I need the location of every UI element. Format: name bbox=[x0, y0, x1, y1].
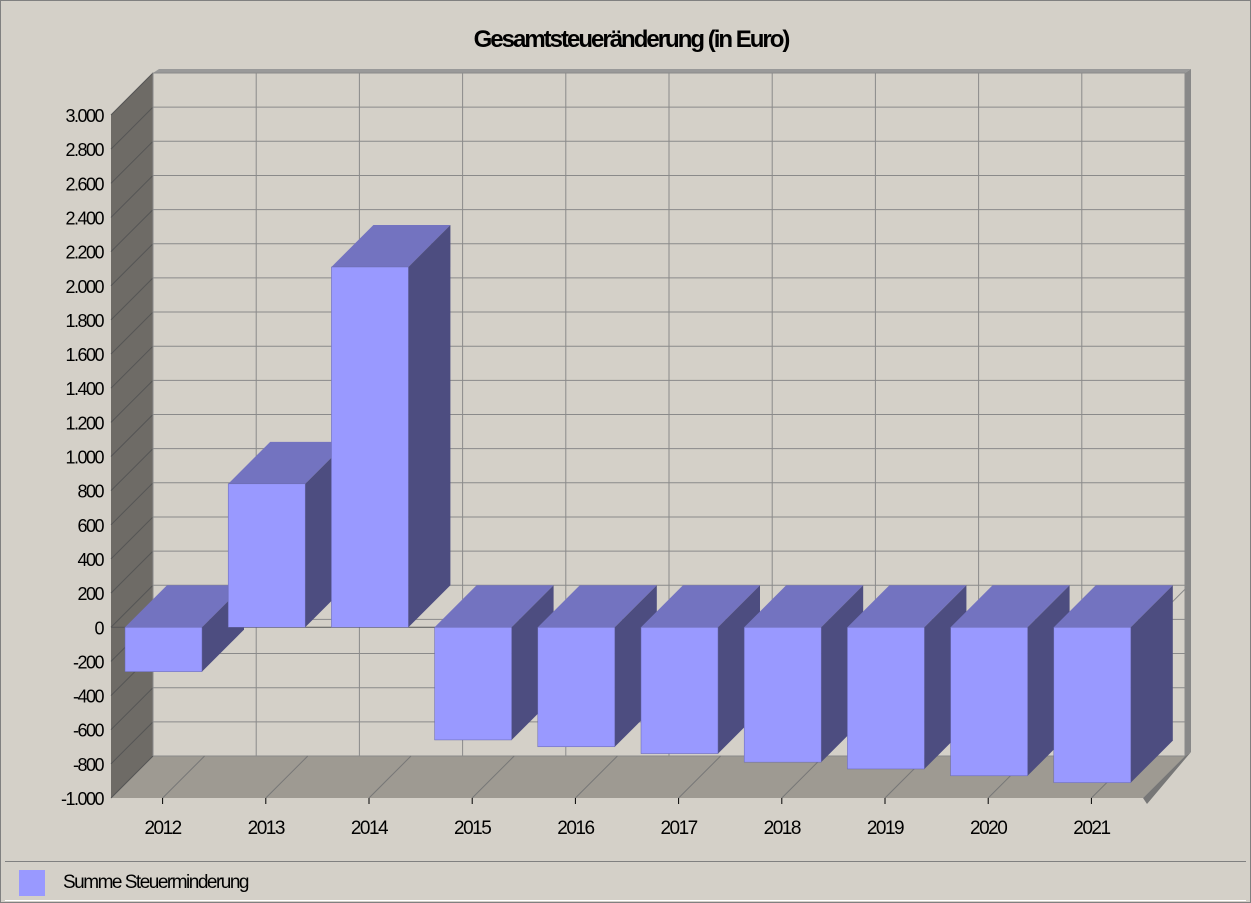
y-tick-label: 1.200 bbox=[65, 413, 104, 433]
bar-2014 bbox=[331, 225, 450, 627]
x-tick-label: 2018 bbox=[764, 818, 801, 839]
x-tick-label: 2015 bbox=[454, 818, 491, 839]
legend-swatch bbox=[19, 870, 45, 896]
y-tick-label: 2.200 bbox=[65, 243, 104, 263]
legend-label: Summe Steuerminderung bbox=[63, 872, 248, 894]
y-tick-label: -1.000 bbox=[61, 789, 105, 809]
y-tick-label: 1.400 bbox=[65, 379, 104, 399]
x-tick-label: 2012 bbox=[144, 818, 181, 839]
y-tick-label: -800 bbox=[73, 755, 105, 775]
bar-2013 bbox=[228, 442, 347, 627]
bar-front bbox=[951, 627, 1028, 776]
bar-front bbox=[1054, 627, 1131, 782]
x-tick-label: 2019 bbox=[867, 818, 904, 839]
right-wall-edge bbox=[1185, 69, 1191, 756]
bar-front bbox=[125, 627, 202, 671]
bar-front bbox=[435, 627, 512, 740]
y-tick-label: 1.000 bbox=[65, 448, 104, 468]
x-tick-label: 2013 bbox=[248, 818, 285, 839]
bar-front bbox=[331, 267, 408, 627]
bar-front bbox=[744, 627, 821, 762]
chart-title: Gesamtsteueränderung (in Euro) bbox=[474, 26, 790, 53]
bar-2016 bbox=[538, 585, 657, 747]
y-tick-label: 3.000 bbox=[65, 106, 104, 126]
top-wall-edge bbox=[153, 69, 1191, 73]
bar-2020 bbox=[951, 585, 1070, 776]
bar-front bbox=[641, 627, 718, 753]
y-tick-label: -600 bbox=[73, 721, 105, 741]
bar-front bbox=[538, 627, 615, 747]
bar-side bbox=[408, 225, 450, 627]
y-tick-label: 2.800 bbox=[65, 140, 104, 160]
x-tick-label: 2016 bbox=[557, 818, 594, 839]
y-tick-label: 1.800 bbox=[65, 311, 104, 331]
y-tick-label: -200 bbox=[73, 652, 105, 672]
bar-2018 bbox=[744, 585, 863, 762]
y-tick-label: 0 bbox=[94, 618, 104, 638]
bar-2021 bbox=[1054, 585, 1173, 782]
bar-2019 bbox=[847, 585, 966, 769]
y-tick-label: 2.600 bbox=[65, 174, 104, 194]
x-tick-label: 2021 bbox=[1073, 818, 1110, 839]
x-tick-label: 2020 bbox=[970, 818, 1007, 839]
y-tick-label: 1.600 bbox=[65, 345, 104, 365]
y-tick-label: 200 bbox=[77, 584, 104, 604]
y-tick-label: -400 bbox=[73, 687, 105, 707]
bar-front bbox=[847, 627, 924, 769]
y-tick-label: 2.000 bbox=[65, 277, 104, 297]
x-tick-label: 2017 bbox=[660, 818, 697, 839]
y-tick-label: 800 bbox=[77, 482, 104, 502]
bar-2017 bbox=[641, 585, 760, 753]
legend: Summe Steuerminderung bbox=[5, 861, 1246, 901]
chart-plot: 3.000 2.800 2.600 2.400 2.200 2.000 1.800 1.600… bbox=[1, 1, 1250, 859]
bar-front bbox=[228, 484, 305, 627]
y-tick-label: 2.400 bbox=[65, 208, 104, 228]
y-tick-label: 400 bbox=[77, 550, 104, 570]
x-tick-label: 2014 bbox=[351, 818, 389, 839]
y-tick-label: 600 bbox=[77, 516, 104, 536]
